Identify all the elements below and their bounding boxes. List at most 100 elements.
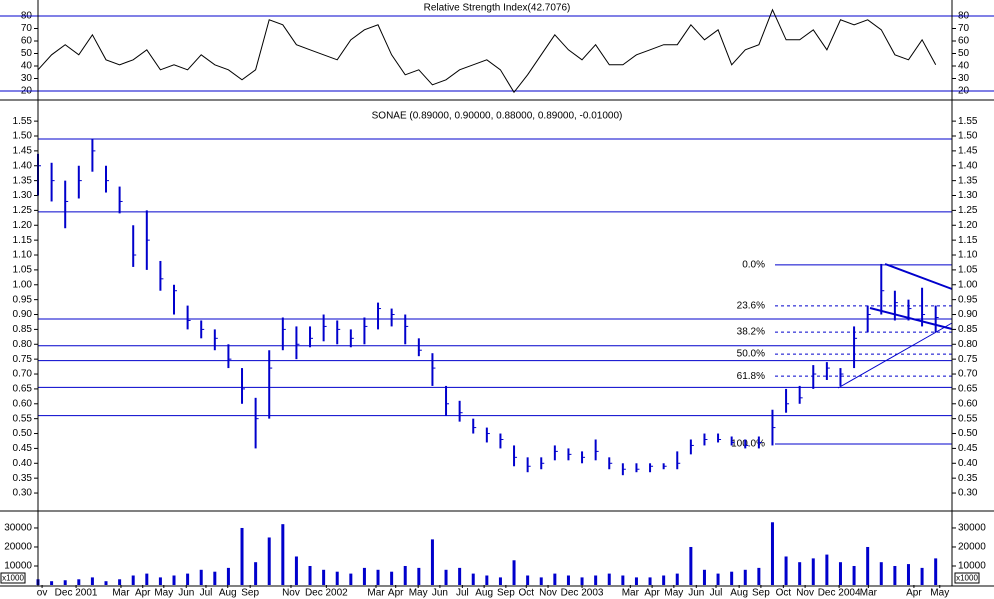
- x-tick-label: Apr: [906, 588, 922, 599]
- y-tick-label: 0.55: [13, 413, 33, 424]
- y-tick-label: 70: [21, 23, 33, 34]
- x-tick-label: Dec 2002: [305, 588, 348, 599]
- y-tick-label: 1.05: [13, 265, 33, 276]
- x-tick-label: Jun: [432, 588, 448, 599]
- x-tick-label: Mar: [367, 588, 385, 599]
- y-tick-label: 1.15: [958, 235, 978, 246]
- volume-bar: [158, 577, 162, 585]
- y-tick-label: 0.95: [13, 294, 33, 305]
- x-tick-label: Nov: [282, 588, 300, 599]
- volume-bar: [879, 562, 883, 585]
- volume-bar: [444, 569, 448, 585]
- volume-bar: [784, 556, 788, 585]
- volume-bar: [743, 569, 747, 585]
- y-tick-label: 1.25: [13, 205, 33, 216]
- y-tick-label: 0.70: [958, 369, 978, 380]
- y-tick-label: 1.00: [958, 279, 978, 290]
- x-tick-label: Oct: [776, 588, 792, 599]
- volume-bar: [594, 575, 598, 585]
- y-tick-label: 1.15: [13, 235, 33, 246]
- y-tick-label: 1.55: [13, 116, 33, 127]
- unit-box: [0, 572, 26, 584]
- y-tick-label: 20000: [958, 542, 986, 553]
- volume-bar: [757, 567, 761, 585]
- volume-bar: [770, 522, 774, 585]
- x-tick-label: Aug: [475, 588, 493, 599]
- y-tick-label: 1.45: [958, 146, 978, 157]
- y-tick-label: 1.40: [13, 160, 33, 171]
- x-tick-label: Sep: [497, 588, 515, 599]
- y-tick-label: 10000: [958, 561, 986, 572]
- y-tick-label: 1.30: [13, 190, 33, 201]
- y-tick-label: 1.55: [958, 116, 978, 127]
- y-tick-label: 0.70: [13, 369, 33, 380]
- y-tick-label: 1.30: [958, 190, 978, 201]
- y-tick-label: 1.25: [958, 205, 978, 216]
- x-tick-label: Sep: [241, 588, 259, 599]
- y-tick-label: 20000: [4, 542, 32, 553]
- volume-bar: [866, 546, 870, 585]
- volume-bar: [634, 577, 638, 585]
- x-tick-label: Aug: [219, 588, 237, 599]
- volume-bar: [90, 577, 94, 585]
- x-tick-label: Sep: [752, 588, 770, 599]
- volume-bar: [131, 575, 135, 585]
- rsi-line: [37, 8, 937, 94]
- volume-bar: [498, 577, 502, 585]
- y-tick-label: 0.50: [13, 428, 33, 439]
- volume-bar: [77, 579, 81, 585]
- x-tick-label: Apr: [135, 588, 151, 599]
- trend-line: [884, 263, 953, 290]
- y-tick-label: 1.00: [13, 279, 33, 290]
- volume-bar: [566, 575, 570, 585]
- volume-bar: [798, 562, 802, 585]
- x-tick-label: May: [409, 588, 428, 599]
- fibonacci-label: 0.0%: [742, 259, 765, 270]
- y-tick-label: 0.40: [958, 458, 978, 469]
- y-tick-label: 0.30: [958, 488, 978, 499]
- volume-bar: [526, 575, 530, 585]
- volume-bar: [621, 575, 625, 585]
- volume-bar: [607, 573, 611, 585]
- volume-bar: [226, 567, 230, 585]
- y-tick-label: 40: [21, 61, 33, 72]
- y-tick-label: 0.65: [13, 384, 33, 395]
- y-tick-label: 60: [21, 36, 33, 47]
- volume-bar: [430, 539, 434, 585]
- y-tick-label: 50: [21, 48, 33, 59]
- volume-bar: [702, 569, 706, 585]
- x-tick-label: Mar: [112, 588, 130, 599]
- y-tick-label: 1.20: [958, 220, 978, 231]
- y-tick-label: 0.95: [958, 294, 978, 305]
- y-tick-label: 1.50: [958, 131, 978, 142]
- x-tick-label: May: [664, 588, 683, 599]
- y-tick-label: 0.65: [958, 384, 978, 395]
- volume-bar: [675, 573, 679, 585]
- fibonacci-label: 100.0%: [731, 439, 765, 450]
- y-tick-label: 10000: [4, 561, 32, 572]
- x-tick-label: Dec 2004: [818, 588, 861, 599]
- y-tick-label: 1.05: [958, 265, 978, 276]
- volume-bar: [838, 562, 842, 585]
- volume-bar: [240, 527, 244, 585]
- y-tick-label: 60: [958, 36, 970, 47]
- volume-bar: [553, 573, 557, 585]
- x-tick-label: Jun: [178, 588, 194, 599]
- volume-bar: [172, 575, 176, 585]
- y-tick-label: 0.85: [13, 324, 33, 335]
- y-tick-label: 30: [21, 73, 33, 84]
- volume-bar: [662, 575, 666, 585]
- volume-bar: [539, 577, 543, 585]
- y-tick-label: 0.60: [13, 398, 33, 409]
- unit-label: x1000: [956, 574, 978, 583]
- volume-bar: [308, 565, 312, 585]
- x-tick-label: Apr: [644, 588, 660, 599]
- y-tick-label: 30: [958, 73, 970, 84]
- y-tick-label: 0.35: [958, 473, 978, 484]
- y-tick-label: 0.40: [13, 458, 33, 469]
- volume-bar: [186, 573, 190, 585]
- y-tick-label: 0.35: [13, 473, 33, 484]
- y-tick-label: 0.80: [13, 339, 33, 350]
- volume-bar: [376, 569, 380, 585]
